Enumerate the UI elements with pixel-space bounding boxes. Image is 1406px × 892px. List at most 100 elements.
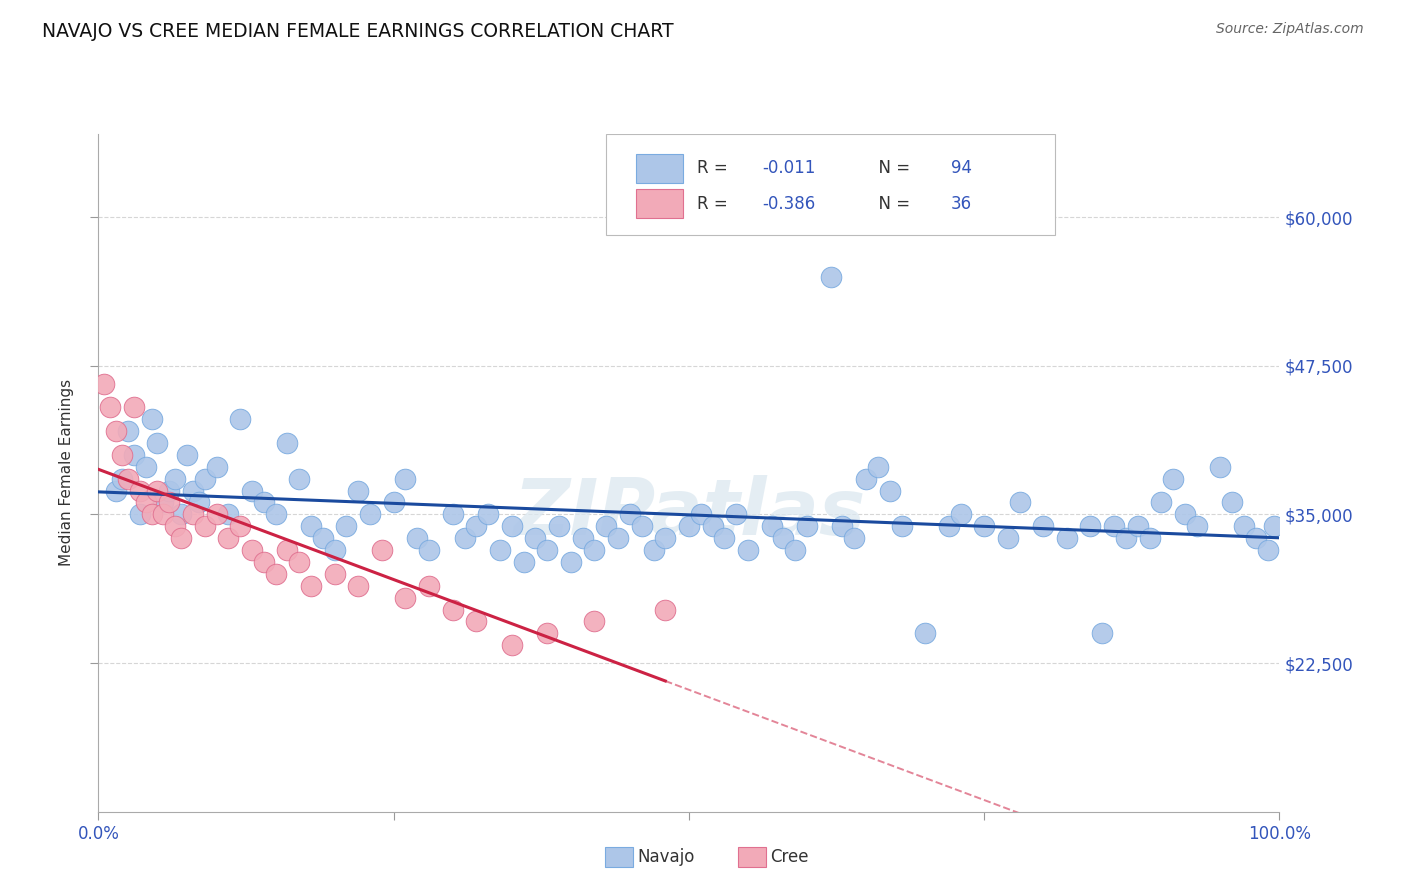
Point bbox=[879, 483, 901, 498]
Point bbox=[914, 626, 936, 640]
Point bbox=[288, 555, 311, 569]
Point bbox=[418, 579, 440, 593]
Point bbox=[299, 519, 322, 533]
Point bbox=[264, 508, 287, 522]
Point bbox=[654, 531, 676, 545]
Point bbox=[489, 543, 512, 558]
Point bbox=[111, 448, 134, 462]
Point bbox=[122, 448, 145, 462]
Point bbox=[299, 579, 322, 593]
Y-axis label: Median Female Earnings: Median Female Earnings bbox=[59, 379, 75, 566]
Point bbox=[1091, 626, 1114, 640]
Text: Source: ZipAtlas.com: Source: ZipAtlas.com bbox=[1216, 22, 1364, 37]
Point bbox=[128, 483, 150, 498]
Point bbox=[276, 436, 298, 450]
Point bbox=[855, 472, 877, 486]
Point bbox=[240, 543, 263, 558]
Point bbox=[1161, 472, 1184, 486]
Point bbox=[453, 531, 475, 545]
Point bbox=[105, 483, 128, 498]
Point bbox=[548, 519, 571, 533]
Point bbox=[678, 519, 700, 533]
Point bbox=[512, 555, 534, 569]
Point bbox=[702, 519, 724, 533]
Point bbox=[1126, 519, 1149, 533]
Point bbox=[1263, 519, 1285, 533]
Point bbox=[347, 483, 370, 498]
Text: N =: N = bbox=[869, 160, 915, 178]
Point bbox=[176, 448, 198, 462]
Point bbox=[229, 412, 252, 426]
Point bbox=[205, 508, 228, 522]
Point bbox=[181, 483, 204, 498]
Text: Cree: Cree bbox=[770, 848, 808, 866]
Point bbox=[643, 543, 665, 558]
Point bbox=[217, 508, 239, 522]
Point bbox=[157, 483, 180, 498]
Point bbox=[1056, 531, 1078, 545]
Point bbox=[1032, 519, 1054, 533]
Text: NAVAJO VS CREE MEDIAN FEMALE EARNINGS CORRELATION CHART: NAVAJO VS CREE MEDIAN FEMALE EARNINGS CO… bbox=[42, 22, 673, 41]
Point bbox=[93, 376, 115, 391]
FancyBboxPatch shape bbox=[606, 134, 1054, 235]
Point bbox=[465, 615, 488, 629]
Text: R =: R = bbox=[697, 160, 733, 178]
Point bbox=[654, 602, 676, 616]
Point bbox=[170, 531, 193, 545]
Point bbox=[619, 508, 641, 522]
Point bbox=[713, 531, 735, 545]
Point bbox=[501, 519, 523, 533]
Point bbox=[595, 519, 617, 533]
Text: Navajo: Navajo bbox=[637, 848, 695, 866]
Point bbox=[371, 543, 394, 558]
Point bbox=[205, 459, 228, 474]
Point bbox=[117, 472, 139, 486]
Point bbox=[844, 531, 866, 545]
Point bbox=[737, 543, 759, 558]
Point bbox=[323, 543, 346, 558]
Point bbox=[240, 483, 263, 498]
Point bbox=[312, 531, 335, 545]
Point bbox=[949, 508, 972, 522]
Point bbox=[689, 508, 711, 522]
Point bbox=[194, 519, 217, 533]
Point bbox=[1102, 519, 1125, 533]
Point bbox=[725, 508, 748, 522]
Point bbox=[1233, 519, 1256, 533]
Point bbox=[152, 495, 174, 509]
Point bbox=[772, 531, 794, 545]
Text: 94: 94 bbox=[950, 160, 972, 178]
Point bbox=[973, 519, 995, 533]
Point bbox=[1244, 531, 1267, 545]
Point bbox=[1209, 459, 1232, 474]
Point bbox=[122, 401, 145, 415]
Text: ZIPatlas: ZIPatlas bbox=[513, 475, 865, 551]
Point bbox=[1150, 495, 1173, 509]
Point bbox=[146, 483, 169, 498]
Point bbox=[583, 615, 606, 629]
Point bbox=[1080, 519, 1102, 533]
Point bbox=[187, 495, 209, 509]
Point bbox=[146, 436, 169, 450]
Point bbox=[323, 566, 346, 581]
Text: N =: N = bbox=[869, 194, 915, 212]
Point bbox=[165, 519, 187, 533]
Point bbox=[938, 519, 960, 533]
Point bbox=[1008, 495, 1031, 509]
Point bbox=[571, 531, 593, 545]
Point bbox=[117, 424, 139, 438]
Text: 36: 36 bbox=[950, 194, 973, 212]
Point bbox=[536, 626, 558, 640]
Point bbox=[347, 579, 370, 593]
Point bbox=[477, 508, 499, 522]
Point bbox=[997, 531, 1019, 545]
Point bbox=[831, 519, 853, 533]
Point bbox=[1139, 531, 1161, 545]
Point bbox=[152, 508, 174, 522]
Point bbox=[394, 472, 416, 486]
Point bbox=[217, 531, 239, 545]
Point bbox=[394, 591, 416, 605]
Point bbox=[229, 519, 252, 533]
Point bbox=[181, 508, 204, 522]
Point bbox=[441, 508, 464, 522]
